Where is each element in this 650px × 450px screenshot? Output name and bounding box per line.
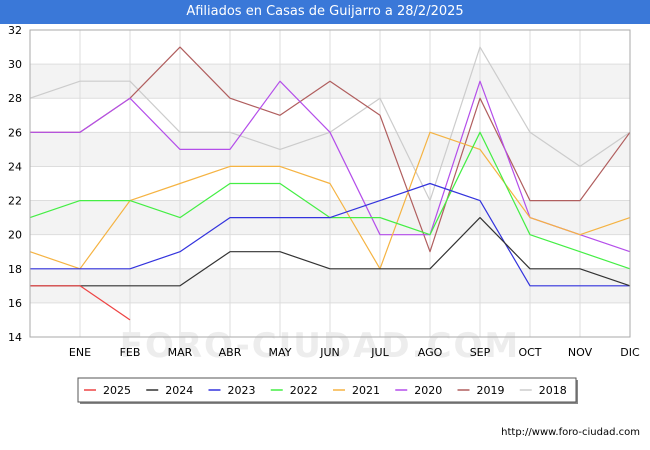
- legend-label-2021: 2021: [352, 384, 380, 397]
- y-tick-label: 20: [8, 229, 22, 242]
- legend-label-2020: 2020: [414, 384, 442, 397]
- y-tick-label: 26: [8, 126, 22, 139]
- x-tick-label: DIC: [620, 346, 640, 359]
- series-line-2023: [30, 182, 630, 287]
- y-tick-label: 22: [8, 195, 22, 208]
- plot-frame: [29, 29, 631, 338]
- legend-label-2018: 2018: [539, 384, 567, 397]
- y-tick-label: 32: [8, 24, 22, 37]
- x-tick-label: JUN: [319, 346, 340, 359]
- x-tick-label: ABR: [219, 346, 242, 359]
- legend-label-2024: 2024: [165, 384, 193, 397]
- footer-url[interactable]: http://www.foro-ciudad.com: [501, 427, 640, 438]
- y-tick-label: 16: [8, 297, 22, 310]
- y-tick-label: 28: [8, 92, 22, 105]
- x-tick-label: MAR: [168, 346, 193, 359]
- series-line-2025: [30, 285, 131, 321]
- x-tick-label: JUL: [370, 346, 389, 359]
- watermark: FORO-CIUDAD.COM: [120, 326, 521, 366]
- x-tick-label: NOV: [568, 346, 593, 359]
- legend-box: [77, 377, 577, 403]
- x-tick-label: SEP: [470, 346, 491, 359]
- chart-title: Afiliados en Casas de Guijarro a 28/2/20…: [0, 0, 650, 24]
- y-tick-label: 30: [8, 58, 22, 71]
- x-tick-label: FEB: [120, 346, 141, 359]
- legend-label-2022: 2022: [290, 384, 318, 397]
- x-tick-label: MAY: [269, 346, 292, 359]
- x-tick-label: ENE: [69, 346, 91, 359]
- y-tick-label: 18: [8, 263, 22, 276]
- y-tick-label: 14: [8, 331, 22, 344]
- x-tick-label: AGO: [418, 346, 443, 359]
- y-tick-label: 24: [8, 160, 22, 173]
- series-line-2024: [30, 217, 631, 287]
- x-tick-label: OCT: [518, 346, 541, 359]
- legend-label-2019: 2019: [477, 384, 505, 397]
- legend-label-2023: 2023: [228, 384, 256, 397]
- legend-label-2025: 2025: [103, 384, 131, 397]
